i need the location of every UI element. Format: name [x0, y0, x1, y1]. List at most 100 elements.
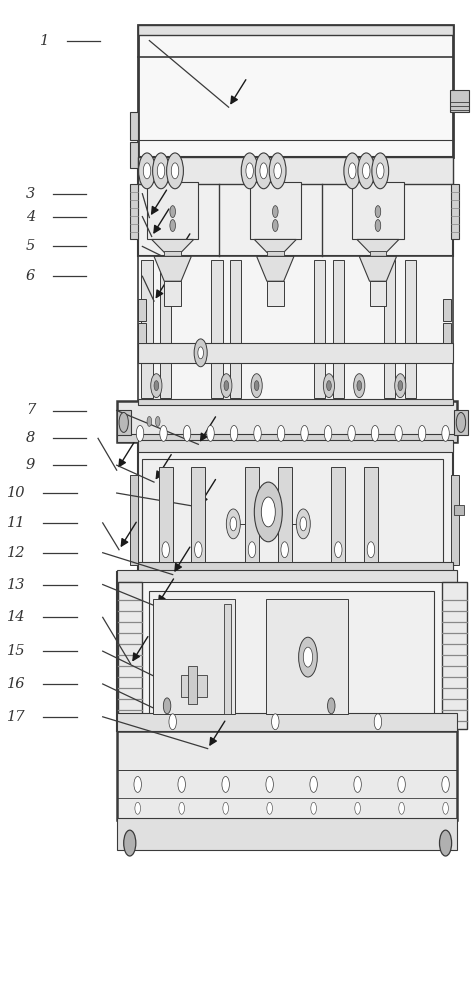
Circle shape	[194, 339, 207, 367]
Bar	[159, 467, 173, 562]
Circle shape	[255, 153, 272, 189]
Circle shape	[442, 425, 449, 441]
Bar	[250, 182, 301, 239]
Circle shape	[398, 776, 405, 792]
Circle shape	[439, 830, 452, 856]
Bar	[137, 256, 453, 401]
Bar	[130, 184, 138, 239]
Bar	[333, 260, 344, 398]
Circle shape	[254, 425, 261, 441]
Bar	[130, 142, 138, 168]
Bar	[455, 505, 464, 515]
Bar	[451, 475, 459, 565]
Circle shape	[119, 412, 128, 432]
Circle shape	[375, 220, 381, 232]
Bar	[138, 323, 146, 343]
Circle shape	[171, 163, 179, 179]
Bar	[117, 410, 131, 435]
Text: 1: 1	[40, 34, 49, 48]
Text: 5: 5	[26, 239, 35, 253]
Circle shape	[157, 163, 165, 179]
Circle shape	[147, 416, 152, 426]
Circle shape	[358, 153, 374, 189]
Text: 6: 6	[26, 269, 35, 283]
Text: 4: 4	[26, 210, 35, 224]
Bar	[137, 399, 453, 405]
Circle shape	[167, 153, 183, 189]
Bar	[137, 157, 453, 184]
Circle shape	[241, 153, 258, 189]
Circle shape	[374, 714, 382, 730]
Circle shape	[224, 381, 228, 391]
Text: 11: 11	[7, 516, 26, 530]
Circle shape	[395, 425, 402, 441]
Bar	[137, 343, 453, 363]
Bar	[352, 182, 403, 239]
Bar	[137, 562, 453, 572]
Bar	[370, 281, 386, 306]
Circle shape	[300, 517, 307, 531]
Bar	[130, 475, 138, 565]
Circle shape	[222, 776, 229, 792]
Polygon shape	[357, 239, 399, 252]
Bar	[117, 713, 457, 731]
Circle shape	[303, 647, 313, 667]
Circle shape	[154, 381, 159, 391]
Circle shape	[299, 637, 317, 677]
Circle shape	[160, 425, 167, 441]
Bar	[267, 251, 284, 256]
Circle shape	[375, 206, 381, 218]
Circle shape	[367, 542, 374, 558]
Circle shape	[376, 163, 384, 179]
Bar	[142, 459, 443, 565]
Bar	[137, 25, 453, 157]
Circle shape	[328, 698, 335, 714]
Polygon shape	[152, 239, 194, 252]
Circle shape	[162, 542, 169, 558]
Circle shape	[348, 163, 356, 179]
Circle shape	[246, 163, 254, 179]
Bar	[147, 182, 198, 239]
Bar	[137, 440, 453, 452]
Circle shape	[248, 542, 255, 558]
Text: 17: 17	[7, 710, 26, 724]
Circle shape	[155, 416, 160, 426]
Circle shape	[170, 206, 175, 218]
Bar	[405, 260, 416, 398]
Bar	[224, 604, 230, 714]
Bar	[137, 25, 453, 35]
Circle shape	[363, 163, 370, 179]
Bar	[181, 675, 207, 697]
Circle shape	[266, 776, 273, 792]
Text: 15: 15	[7, 644, 26, 658]
Circle shape	[357, 381, 362, 391]
Circle shape	[395, 374, 406, 398]
Circle shape	[274, 163, 282, 179]
Circle shape	[399, 802, 404, 814]
Circle shape	[354, 374, 365, 398]
Circle shape	[273, 206, 278, 218]
Circle shape	[348, 425, 356, 441]
Bar	[149, 591, 434, 721]
Circle shape	[198, 347, 203, 359]
Circle shape	[335, 542, 342, 558]
Circle shape	[273, 220, 278, 232]
Bar	[370, 251, 386, 256]
Bar	[130, 112, 138, 140]
Circle shape	[134, 776, 141, 792]
Bar	[191, 467, 205, 562]
Bar	[331, 467, 345, 562]
Circle shape	[138, 153, 155, 189]
Circle shape	[124, 830, 136, 856]
Bar	[442, 582, 466, 729]
Circle shape	[230, 425, 238, 441]
Circle shape	[164, 698, 171, 714]
Bar	[443, 323, 451, 343]
Circle shape	[323, 374, 335, 398]
Bar	[211, 260, 223, 398]
Bar	[137, 157, 453, 256]
Circle shape	[372, 153, 389, 189]
Polygon shape	[255, 239, 296, 252]
Circle shape	[267, 802, 273, 814]
Circle shape	[327, 381, 331, 391]
